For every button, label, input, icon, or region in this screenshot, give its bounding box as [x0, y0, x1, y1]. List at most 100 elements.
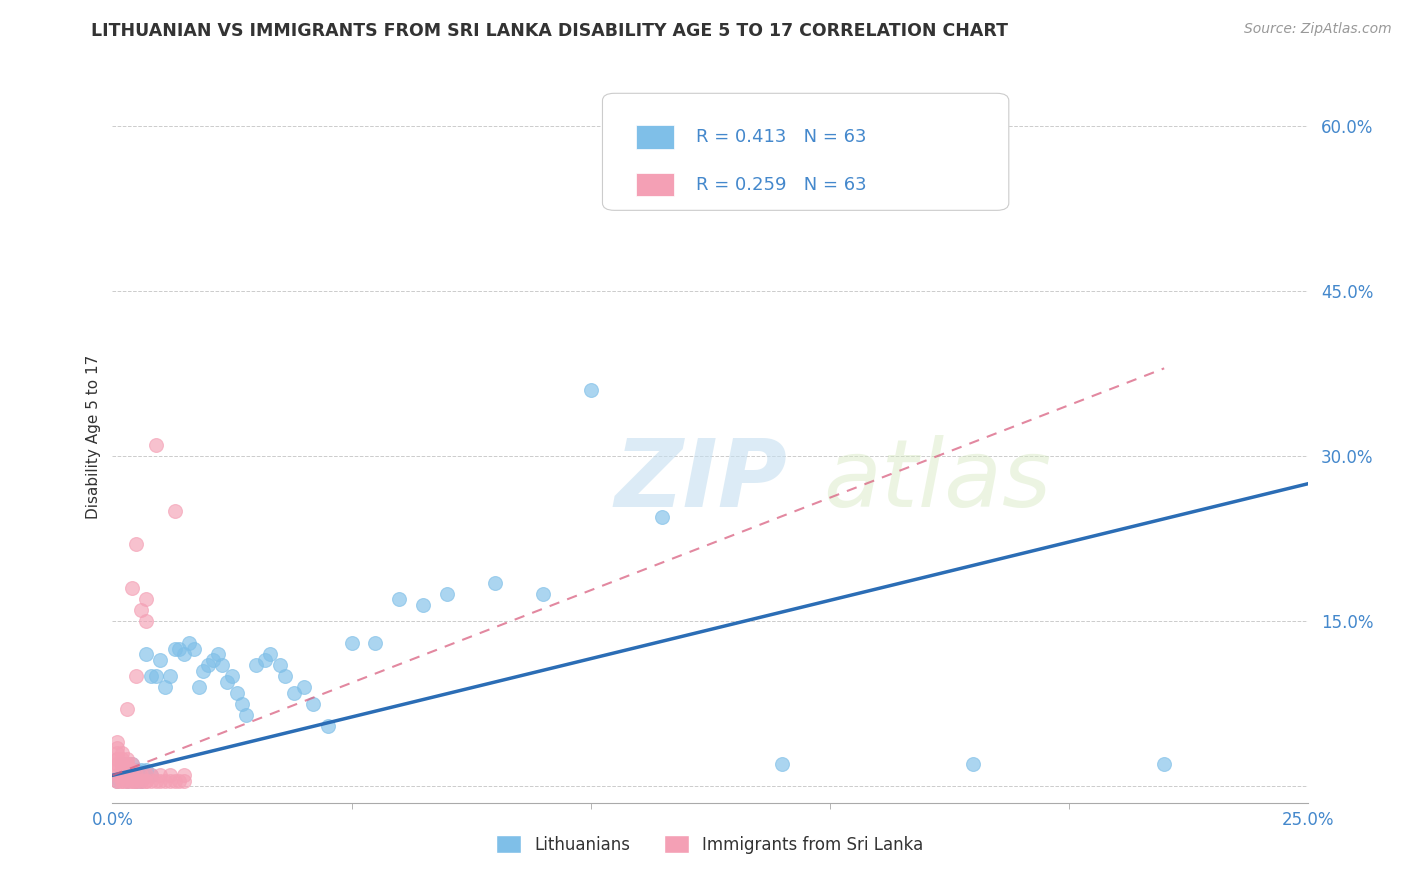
Point [129, 603, 152, 617]
Point [125, 669, 148, 683]
Point [245, 658, 267, 673]
Point [111, 768, 134, 782]
Point [269, 658, 291, 673]
Point [283, 686, 305, 700]
Point [105, 773, 128, 788]
Point [135, 768, 157, 782]
Point [111, 757, 134, 772]
Text: R = 0.413   N = 63: R = 0.413 N = 63 [696, 128, 866, 146]
Point [105, 752, 128, 766]
Point [129, 773, 152, 788]
Point [145, 669, 167, 683]
Point [115, 763, 138, 777]
Point [129, 768, 152, 782]
Point [177, 636, 200, 650]
Point [135, 615, 157, 629]
Point [105, 752, 128, 766]
Point [436, 587, 458, 601]
Point [121, 763, 143, 777]
Point [125, 773, 148, 788]
Point [135, 648, 157, 662]
Point [115, 763, 138, 777]
Point [139, 669, 162, 683]
Point [149, 653, 172, 667]
Point [163, 641, 186, 656]
Point [412, 598, 434, 612]
Point [135, 592, 157, 607]
Point [135, 763, 157, 777]
Point [105, 763, 128, 777]
Point [125, 773, 148, 788]
Point [217, 674, 239, 689]
Point [221, 669, 243, 683]
Point [129, 768, 152, 782]
Point [105, 768, 128, 782]
Point [105, 757, 128, 772]
Text: R = 0.259   N = 63: R = 0.259 N = 63 [696, 176, 866, 194]
Point [129, 773, 152, 788]
Point [105, 773, 128, 788]
Point [115, 773, 138, 788]
Point [115, 773, 138, 788]
Point [292, 681, 315, 695]
Point [197, 658, 219, 673]
Point [121, 763, 143, 777]
Point [273, 669, 295, 683]
Point [651, 509, 673, 524]
Point [145, 773, 167, 788]
Point [121, 768, 143, 782]
Point [115, 768, 138, 782]
Point [173, 648, 195, 662]
Point [121, 773, 143, 788]
Point [139, 768, 162, 782]
Point [962, 757, 984, 772]
Point [135, 773, 157, 788]
Point [531, 587, 554, 601]
FancyBboxPatch shape [603, 94, 1010, 211]
Point [111, 757, 134, 772]
Point [105, 773, 128, 788]
Point [125, 768, 148, 782]
Point [139, 773, 162, 788]
Point [105, 735, 128, 749]
Point [111, 747, 134, 761]
Point [125, 537, 148, 551]
Point [169, 773, 191, 788]
Point [115, 757, 138, 772]
Point [259, 648, 281, 662]
Point [770, 757, 793, 772]
Point [159, 768, 181, 782]
Point [111, 768, 134, 782]
Point [111, 768, 134, 782]
Point [125, 768, 148, 782]
Point [153, 773, 176, 788]
Point [173, 768, 195, 782]
Point [139, 768, 162, 782]
Point [149, 768, 172, 782]
Point [125, 763, 148, 777]
Point [579, 384, 602, 398]
FancyBboxPatch shape [636, 173, 675, 196]
Point [115, 752, 138, 766]
Point [254, 653, 277, 667]
Point [115, 773, 138, 788]
Point [105, 747, 128, 761]
Point [135, 773, 157, 788]
Point [235, 707, 257, 722]
Point [115, 768, 138, 782]
Point [187, 681, 209, 695]
Point [129, 763, 152, 777]
Point [135, 768, 157, 782]
Point [388, 592, 411, 607]
Point [111, 773, 134, 788]
Text: LITHUANIAN VS IMMIGRANTS FROM SRI LANKA DISABILITY AGE 5 TO 17 CORRELATION CHART: LITHUANIAN VS IMMIGRANTS FROM SRI LANKA … [91, 22, 1008, 40]
Point [211, 658, 233, 673]
Point [207, 648, 229, 662]
Legend: Lithuanians, Immigrants from Sri Lanka: Lithuanians, Immigrants from Sri Lanka [489, 829, 931, 860]
Point [121, 763, 143, 777]
Point [105, 771, 128, 785]
Y-axis label: Disability Age 5 to 17: Disability Age 5 to 17 [86, 355, 101, 519]
Text: atlas: atlas [824, 435, 1052, 526]
Point [163, 504, 186, 518]
Point [111, 763, 134, 777]
